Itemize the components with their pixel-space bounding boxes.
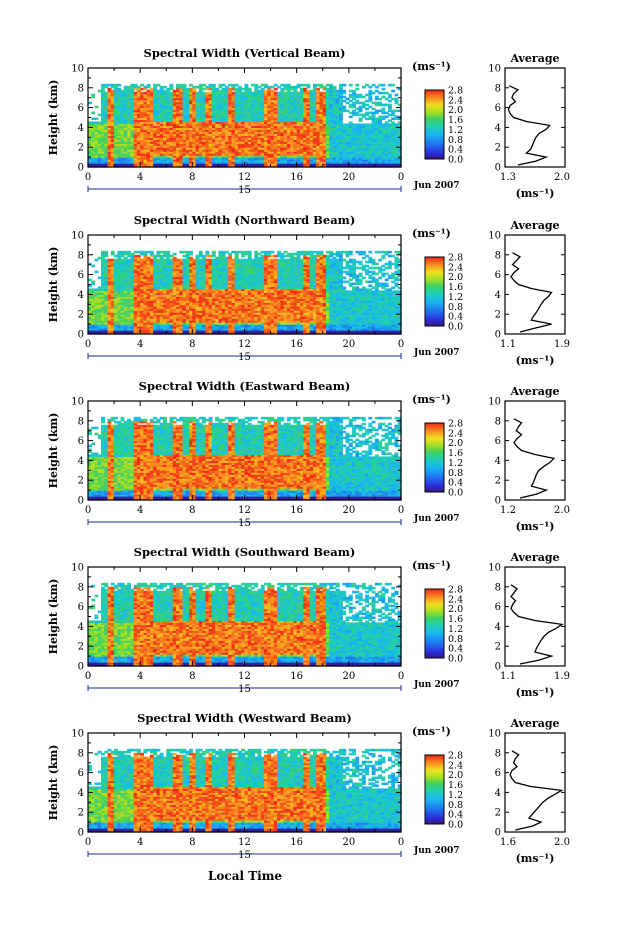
avg-y-tick-label: 4 [495,123,501,134]
colorbar-tick-label: 0.4 [448,145,463,156]
y-tick-label: 0 [78,163,84,174]
x-tick-label: 8 [189,172,195,183]
heatmap-cell [91,281,95,284]
colorbar-tick-label: 2.4 [448,95,463,106]
panel-2: Spectral Width (Northward Beam)0246810He… [47,213,570,367]
chart-title: Spectral Width (Vertical Beam) [144,46,346,60]
avg-y-tick-label: 8 [495,83,501,94]
x-tick-label: 16 [290,172,303,183]
heatmap-cell [342,90,346,93]
avg-y-tick-label: 10 [488,64,501,75]
heatmap-cell [333,86,337,89]
heatmap-cell [91,94,95,97]
heatmap-cell [91,112,95,115]
heatmap-cell [95,106,99,109]
colorbar-tick-label: 2.0 [448,105,463,116]
x-tick-label: 0 [398,172,404,183]
heatmap-cell [381,88,385,91]
heatmap-cell [349,84,353,87]
heatmap-cell [388,104,392,107]
avg-x-tick-label: 1.3 [500,172,516,183]
y-tick-label: 10 [71,64,84,75]
heatmap-cell [391,84,395,87]
y-tick-label: 8 [78,83,84,94]
heatmap-cell [104,251,108,254]
average-title: Average [509,52,559,65]
day-label: 15 [238,185,251,196]
heatmap-cell [381,108,385,111]
avg-unit: (ms⁻¹) [516,187,555,200]
heatmap-cell [388,94,392,97]
heatmap-cell [391,90,395,93]
y-axis-label: Height (km) [47,80,60,156]
heatmap-cell [306,84,310,87]
heatmap-cell [245,84,249,87]
panel-1: Spectral Width (Vertical Beam) 0 2 4 6 8 10 Hei… [47,46,570,200]
x-tick-label: 4 [137,172,143,183]
heatmap-cell [173,253,177,256]
heatmap-cell [147,84,151,87]
y-tick-label: 6 [78,103,84,114]
heatmap-cell [355,88,359,91]
date-label: Jun 2007 [413,181,460,191]
colorbar-tick-label: 2.8 [448,86,463,97]
colorbar-tick-label: 0.0 [448,155,463,166]
colorbar-tick-label: 1.2 [448,125,463,136]
heatmap-cell [111,251,115,254]
heatmap-cell [91,265,95,268]
heatmap-cell [381,84,385,87]
heatmap-cell [394,98,398,101]
heatmap-cells [88,84,402,168]
colorbar-tick-label: 1.6 [448,115,463,126]
avg-x-tick-label: 2.0 [554,172,570,183]
heatmap-cell [95,118,99,121]
heatmap-cell [183,84,187,87]
x-tick-label: 20 [342,172,355,183]
colorbar-unit: (ms⁻¹) [412,60,451,73]
x-tick-label: 0 [85,172,91,183]
heatmap-cell [355,84,359,87]
avg-y-tick-label: 2 [495,143,501,154]
heatmap-cell [150,251,154,254]
heatmap-cell [248,88,252,91]
heatmap-cell [117,84,121,87]
heatmap-cell [95,271,99,274]
heatmap-cell [342,106,346,109]
heatmap-cells [88,251,402,335]
heatmap-cell [212,84,216,87]
colorbar [425,90,444,159]
y-tick-label: 2 [78,143,84,154]
avg-y-tick-label: 6 [495,103,501,114]
heatmap-cell [166,251,170,254]
heatmap-cell [394,94,398,97]
heatmap-cell [342,84,346,87]
chart-title: Spectral Width (Northward Beam) [134,213,356,227]
heatmap-cell [170,84,174,87]
colorbar-tick-label: 0.8 [448,135,463,146]
x-tick-label: 12 [238,172,251,183]
average-profile-line [508,86,549,165]
y-tick-label: 4 [78,123,84,134]
